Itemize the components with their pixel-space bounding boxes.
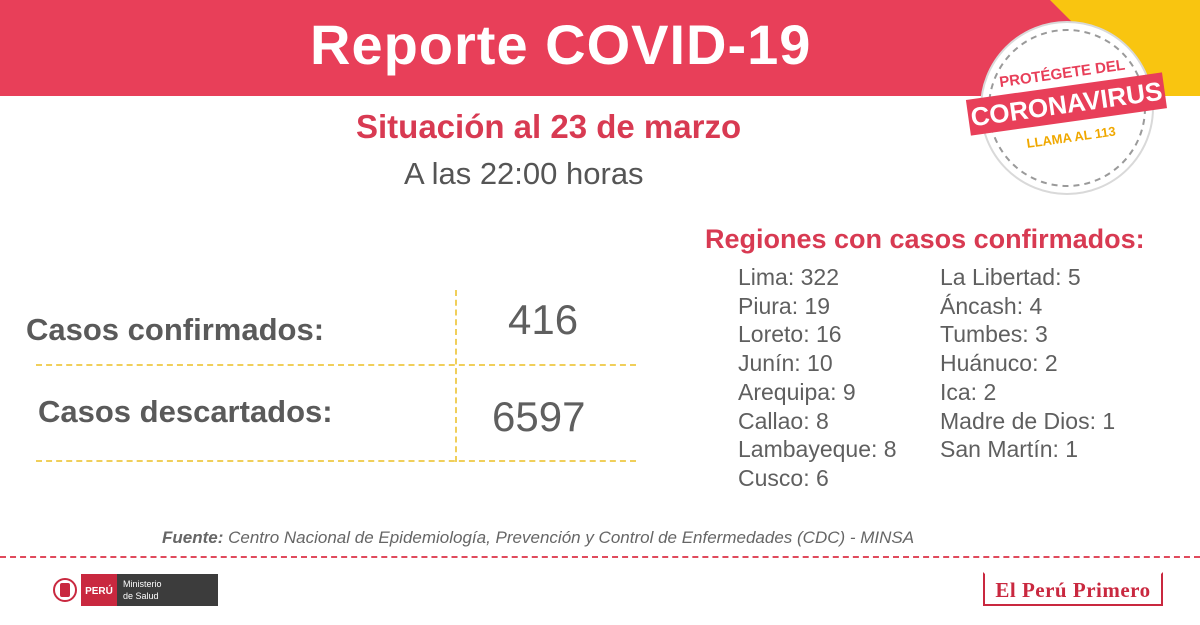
minsa-logo: PERÚ Ministerio de Salud <box>53 574 218 606</box>
region-item: Loreto: 16 <box>738 321 842 348</box>
regions-list-col2: La Libertad: 5 Áncash: 4 Tumbes: 3 Huánu… <box>940 263 1115 464</box>
region-item: Tumbes: 3 <box>940 321 1048 348</box>
ministry-line1: Ministerio <box>123 579 162 589</box>
slogan-text: El Perú Primero <box>995 578 1151 602</box>
slogan-logo: El Perú Primero <box>983 572 1163 606</box>
discarded-label: Casos descartados: <box>38 394 333 429</box>
region-item: Áncash: 4 <box>940 292 1043 319</box>
source-label: Fuente: <box>162 528 224 547</box>
region-item: Lambayeque: 8 <box>738 436 897 463</box>
table-divider-vertical <box>455 290 457 462</box>
region-item: Arequipa: 9 <box>738 378 856 405</box>
region-item: San Martín: 1 <box>940 436 1079 463</box>
ministry-line2: de Salud <box>123 591 159 601</box>
region-item: Piura: 19 <box>738 292 831 319</box>
header-banner: Reporte COVID-19 <box>0 0 1200 96</box>
region-item: Junín: 10 <box>738 350 833 377</box>
region-item: Callao: 8 <box>738 407 829 434</box>
page-title: Reporte COVID-19 <box>310 13 812 76</box>
region-item: Lima: 322 <box>738 264 840 290</box>
discarded-value: 6597 <box>492 393 586 440</box>
region-item: Cusco: 6 <box>738 464 829 491</box>
table-divider-middle <box>36 364 636 366</box>
coronavirus-badge-icon: PROTÉGETE DEL CORONAVIRUS LLAMA AL 113 <box>965 21 1167 195</box>
source-text: Centro Nacional de Epidemiología, Preven… <box>228 528 915 547</box>
region-item: Huánuco: 2 <box>940 350 1058 377</box>
table-divider-bottom <box>36 460 636 462</box>
situation-title: Situación al 23 de marzo <box>356 108 742 145</box>
region-item: Ica: 2 <box>940 378 997 405</box>
confirmed-value: 416 <box>508 296 579 343</box>
source-note: Fuente: Centro Nacional de Epidemiología… <box>162 528 914 548</box>
region-item: La Libertad: 5 <box>940 264 1081 290</box>
peru-label: PERÚ <box>85 584 113 597</box>
region-item: Madre de Dios: 1 <box>940 407 1116 434</box>
regions-list-col1: Lima: 322 Piura: 19 Loreto: 16 Junín: 10… <box>738 263 897 493</box>
confirmed-label: Casos confirmados: <box>26 312 325 347</box>
regions-title: Regiones con casos confirmados: <box>705 224 1145 254</box>
footer-divider <box>0 556 1200 558</box>
situation-time: A las 22:00 horas <box>404 156 644 191</box>
